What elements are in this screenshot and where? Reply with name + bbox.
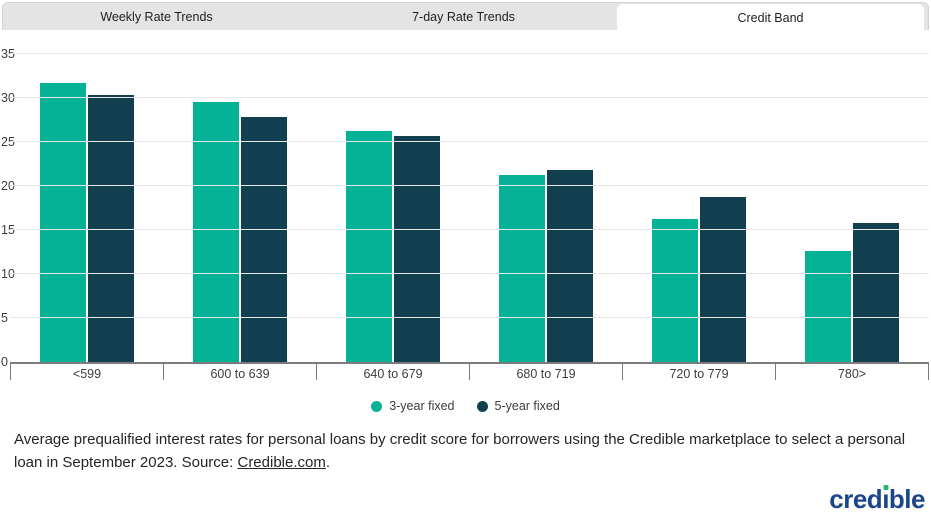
bar-3-year-fixed (192, 102, 239, 362)
gridline (10, 97, 929, 98)
bar-group (163, 54, 316, 362)
bar-group (10, 54, 163, 362)
x-tick-label: 720 to 779 (622, 364, 775, 381)
legend-item: 5-year fixed (476, 399, 560, 413)
credible-link[interactable]: Credible.com (237, 454, 326, 472)
bar-group (776, 54, 929, 362)
gridline (10, 273, 929, 274)
y-tick-label: 25 (1, 134, 15, 149)
tab-bar: Weekly Rate Trends 7-day Rate Trends Cre… (2, 2, 929, 32)
caption-text: Average prequalified interest rates for … (14, 431, 906, 472)
legend-label: 5-year fixed (494, 399, 560, 413)
legend: 3-year fixed 5-year fixed (0, 399, 931, 413)
gridline (10, 185, 929, 186)
bar-5-year-fixed (547, 170, 594, 362)
gridline (10, 229, 929, 230)
bar-3-year-fixed (499, 175, 546, 362)
bar-5-year-fixed (393, 135, 440, 362)
y-tick-label: 0 (1, 354, 8, 369)
bar-3-year-fixed (652, 219, 699, 362)
bar-3-year-fixed (805, 251, 852, 362)
legend-label: 3-year fixed (389, 399, 455, 413)
legend-item: 3-year fixed (371, 399, 455, 413)
bar-group (623, 54, 776, 362)
y-tick-label: 15 (1, 222, 15, 237)
y-tick-label: 35 (1, 46, 15, 61)
tab-7day-rate-trends[interactable]: 7-day Rate Trends (412, 9, 515, 24)
x-tick-label: 680 to 719 (469, 364, 622, 381)
gridline (10, 141, 929, 142)
x-tick-label: 600 to 639 (163, 364, 316, 381)
bar-5-year-fixed (240, 117, 287, 362)
logo-i-dot-icon (883, 485, 889, 490)
bar-3-year-fixed (39, 83, 86, 362)
y-axis: 0 5 10 15 20 25 30 35 (1, 47, 31, 367)
y-tick-label: 20 (1, 178, 15, 193)
y-tick-label: 30 (1, 90, 15, 105)
credible-logo: credı ble (829, 484, 925, 515)
plot-area (10, 53, 929, 364)
logo-part-after-i: ble (888, 484, 926, 514)
y-tick-label: 10 (1, 266, 15, 281)
bar-5-year-fixed (700, 197, 747, 362)
tab-credit-band[interactable]: Credit Band (617, 4, 924, 32)
gridline (10, 53, 929, 54)
chart-caption: Average prequalified interest rates for … (14, 428, 922, 475)
caption-suffix: . (325, 454, 331, 472)
legend-swatch-icon (476, 400, 488, 412)
bar-3-year-fixed (345, 130, 392, 362)
bar-group (470, 54, 623, 362)
logo-dotless-i: ı (882, 484, 889, 514)
x-axis: <599 600 to 639 640 to 679 680 to 719 720 to… (10, 364, 929, 381)
logo-part-before-i: cred (829, 484, 883, 514)
tab-weekly-rate-trends[interactable]: Weekly Rate Trends (100, 9, 213, 24)
bar-group (316, 54, 469, 362)
x-tick-label: 640 to 679 (316, 364, 469, 381)
gridline (10, 317, 929, 318)
bar-5-year-fixed (853, 222, 900, 362)
y-tick-label: 5 (1, 310, 8, 325)
x-tick-label: <599 (10, 364, 163, 381)
logo-letter-i: ı (882, 484, 889, 515)
legend-swatch-icon (371, 400, 383, 412)
x-tick-label: 780> (775, 364, 929, 381)
bar-groups (10, 54, 929, 362)
